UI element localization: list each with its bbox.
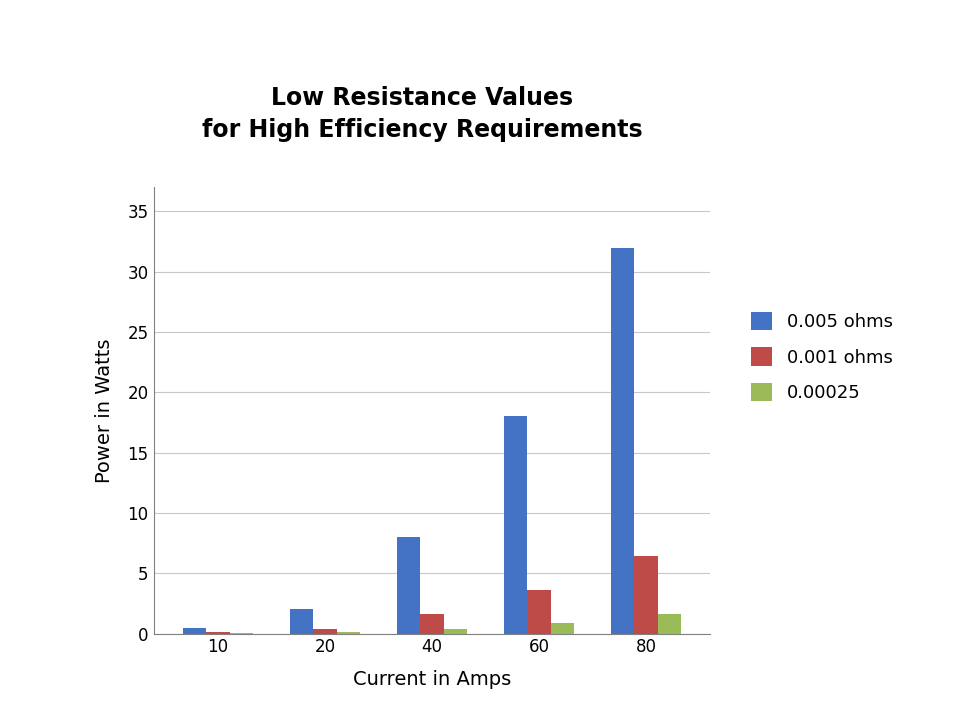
Bar: [396, 537, 420, 634]
Bar: [290, 609, 313, 634]
Y-axis label: Power in Watts: Power in Watts: [95, 338, 113, 482]
Text: Low Resistance Values
for High Efficiency Requirements: Low Resistance Values for High Efficienc…: [203, 86, 642, 142]
X-axis label: Current in Amps: Current in Amps: [353, 670, 511, 689]
Legend: 0.005 ohms, 0.001 ohms, 0.00025: 0.005 ohms, 0.001 ohms, 0.00025: [742, 302, 901, 411]
Bar: [206, 632, 229, 634]
Bar: [504, 416, 527, 634]
Bar: [527, 590, 551, 634]
Bar: [444, 629, 468, 634]
Bar: [313, 629, 337, 634]
Bar: [635, 557, 658, 634]
Bar: [551, 623, 574, 634]
Bar: [420, 614, 444, 634]
Bar: [611, 248, 635, 634]
Bar: [658, 614, 682, 634]
Bar: [337, 632, 360, 634]
Bar: [182, 628, 206, 634]
